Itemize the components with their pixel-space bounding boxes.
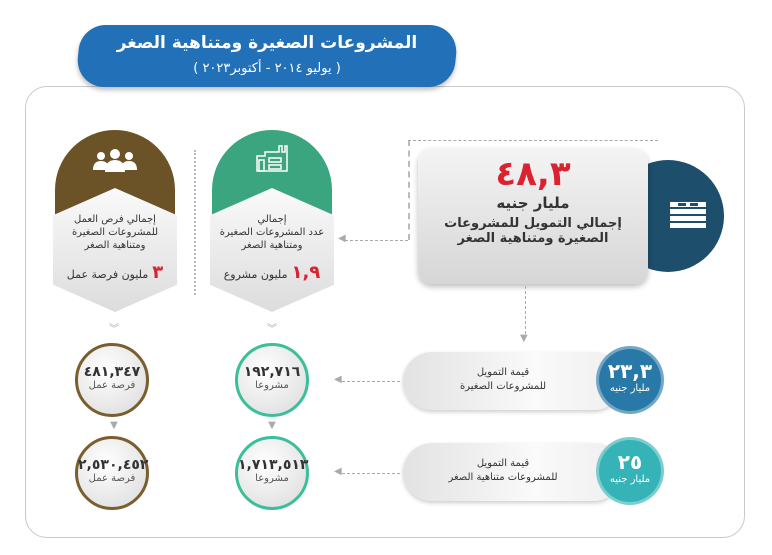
connector: [408, 140, 410, 240]
total-funding-label: إجمالي التمويل للمشروعات: [444, 216, 622, 231]
arrow-to-projects: [345, 240, 408, 241]
arrow-to-small: [342, 381, 400, 382]
jobs-circle: ٤٨١,٣٤٧ فرصة عمل: [75, 343, 149, 417]
total-funding-label: الصغيرة ومتناهية الصغر: [457, 231, 609, 246]
arrow-to-micro: [342, 473, 400, 474]
arrow-head-icon: ▼: [110, 420, 118, 431]
jobs-label: إجمالي فرص العمل للمشروعات الصغيرة ومتناهي…: [71, 214, 159, 251]
total-funding-value: ٤٨,٣: [495, 154, 571, 194]
chevron-down-icon: ︾: [109, 324, 119, 335]
factory-icon: [256, 145, 288, 172]
page-title: المشروعات الصغيرة ومتناهية الصغر: [116, 33, 418, 53]
projects-circle: ١,٧١٣,٥١٣ مشروعا: [235, 436, 309, 510]
jobs-hexagon: [53, 188, 177, 312]
projects-label: إجمالي عدد المشروعات الصغيرة ومتناهية الصغ…: [219, 214, 325, 251]
funding-micro-circle: ٢٥ مليار جنيه: [596, 437, 664, 505]
arrow-head-icon: ◀: [334, 374, 342, 385]
funding-small-pill: [403, 352, 623, 410]
arrow-head-icon: ◀: [334, 466, 342, 477]
page-period: ( يوليو ٢٠١٤ - أكتوبر٢٠٢٣ ): [193, 61, 341, 76]
funding-small-label: قيمة التمويل للمشروعات الصغيرة: [459, 367, 547, 392]
arrow-head-icon: ▼: [520, 333, 528, 344]
people-icon: [93, 149, 137, 172]
divider: [194, 150, 196, 295]
projects-hexagon: [210, 188, 334, 312]
chevron-down-icon: ︾: [267, 324, 277, 335]
jobs-total: ٣مليون فرصة عمل: [66, 262, 164, 283]
funding-micro-label: قيمة التمويل للمشروعات متناهية الصغر: [448, 458, 558, 483]
total-funding-card: ٤٨,٣ مليار جنيه إجمالي التمويل للمشروعات…: [418, 148, 648, 284]
arrow-head-icon: ▼: [268, 420, 276, 431]
arrow-to-funding: [525, 286, 526, 334]
funding-small-circle: ٢٣,٣ مليار جنيه: [596, 346, 664, 414]
arrow-head-icon: ◀: [338, 233, 346, 244]
connector: [408, 140, 658, 141]
projects-circle: ١٩٢,٧١٦ مشروعا: [235, 343, 309, 417]
projects-total: ١,٩مليون مشروع: [223, 262, 321, 283]
jobs-circle: ٢,٥٣٠,٤٥٢ فرصة عمل: [75, 436, 149, 510]
money-stack-icon: [670, 202, 706, 228]
total-funding-unit: مليار جنيه: [496, 194, 570, 212]
funding-micro-pill: [403, 443, 623, 501]
